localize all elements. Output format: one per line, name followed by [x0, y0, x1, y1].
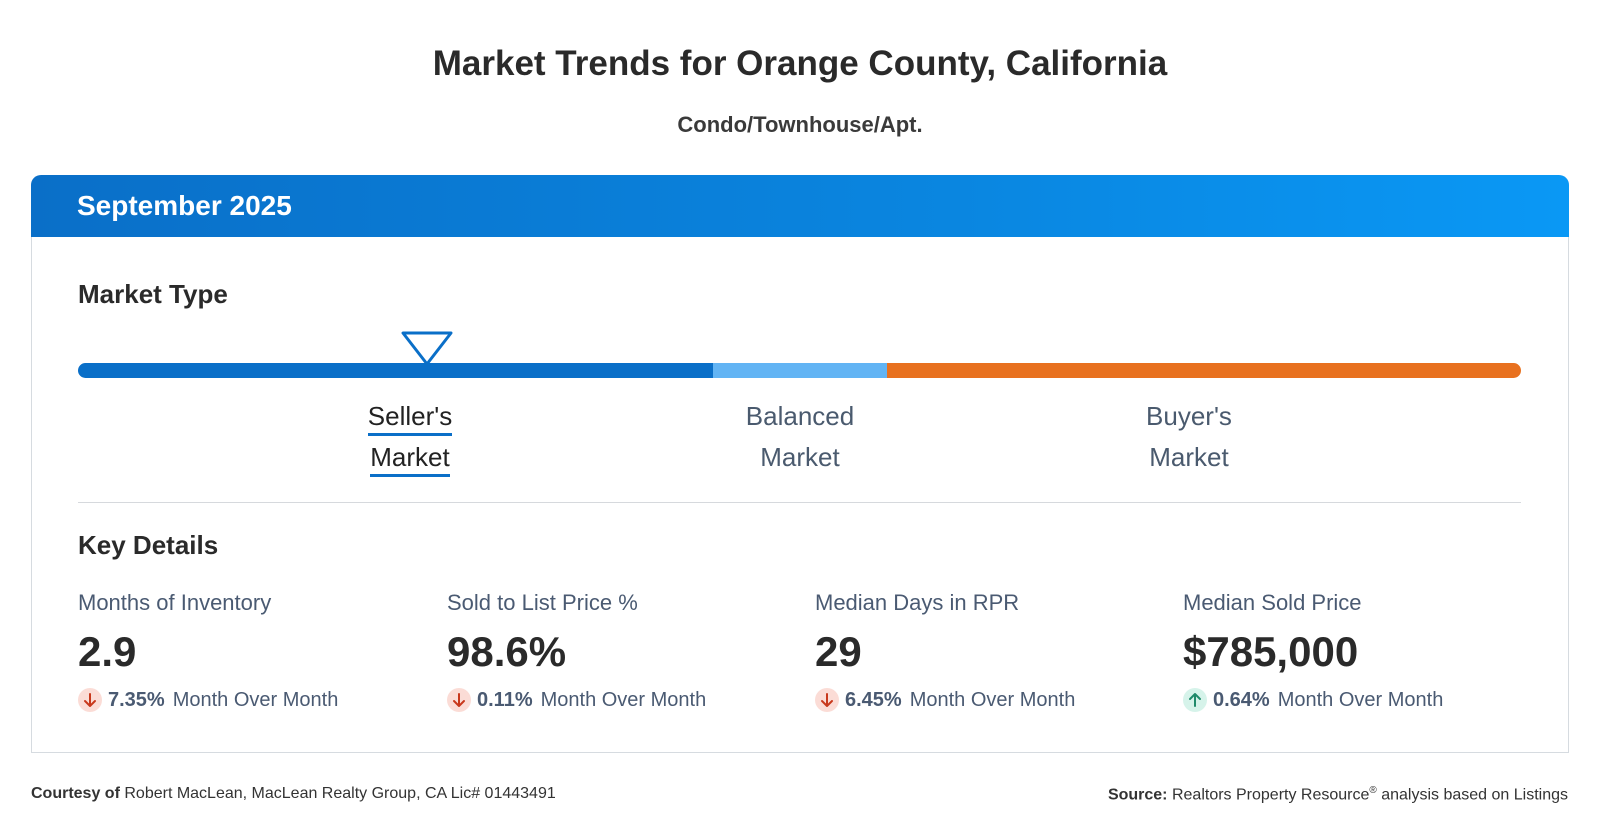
metric-value: 2.9: [78, 628, 137, 675]
change-label: Month Over Month: [1277, 688, 1444, 711]
change-value: 0.64%: [1213, 688, 1270, 711]
title: Market Trends for Orange County, Califor…: [432, 44, 1168, 83]
arrow-icon: [815, 688, 839, 712]
metric-change: 7.35% Month Over Month: [78, 688, 338, 712]
seller-segment: [78, 363, 713, 378]
change-label: Month Over Month: [909, 688, 1076, 711]
arrow-icon: [78, 688, 102, 712]
arrow-icon: [447, 688, 471, 712]
change-value: 6.45%: [845, 688, 902, 711]
change-icon: [447, 688, 471, 712]
change-icon: [78, 688, 102, 712]
source: Source: Realtors Property Resource® anal…: [1108, 785, 1568, 804]
metric-label: Sold to List Price %: [447, 590, 638, 615]
metric-change: 6.45% Month Over Month: [815, 688, 1075, 712]
balanced-segment: [713, 363, 887, 378]
source-rest: analysis based on Listings: [1381, 786, 1568, 804]
market-option: Buyer's Market: [1109, 396, 1269, 478]
change-value: 0.11%: [477, 688, 533, 711]
courtesy-label: Courtesy of: [31, 785, 120, 802]
change-label: Month Over Month: [172, 688, 339, 711]
change-label: Month Over Month: [540, 688, 707, 711]
source-sup: ®: [1369, 785, 1377, 796]
subtitle: Condo/Townhouse/Apt.: [677, 112, 923, 137]
metric-label: Median Sold Price: [1183, 590, 1362, 615]
buyer-segment: [887, 363, 1521, 378]
metric-change: 0.11% Month Over Month: [447, 688, 706, 712]
arrow-icon: [1183, 688, 1207, 712]
section-heading: Market Type: [78, 279, 228, 309]
market-option-label: Balanced Market: [745, 401, 855, 472]
separator: [78, 502, 1521, 503]
market-scale: [78, 363, 1521, 378]
source-text: Realtors Property Resource: [1171, 786, 1370, 804]
market-option-label: Seller's Market: [367, 401, 453, 477]
section-heading: Key Details: [78, 530, 219, 560]
metric-value: 29: [815, 628, 862, 675]
metric-change: 0.64% Month Over Month: [1183, 688, 1443, 712]
market-option: Seller's Market: [330, 396, 490, 478]
card: [31, 175, 1569, 753]
market-option: Balanced Market: [720, 396, 880, 478]
courtesy: Courtesy of Robert MacLean, MacLean Real…: [31, 785, 556, 803]
change-value: 7.35%: [108, 688, 165, 711]
change-icon: [815, 688, 839, 712]
metric-label: Median Days in RPR: [815, 590, 1020, 615]
metric-value: $785,000: [1183, 628, 1359, 675]
source-label: Source:: [1107, 786, 1168, 804]
metric-value: 98.6%: [447, 628, 567, 675]
market-marker: [401, 331, 453, 366]
metric-label: Months of Inventory: [78, 590, 272, 615]
market-option-label: Buyer's Market: [1146, 401, 1232, 472]
card-header: [31, 175, 1569, 237]
courtesy-text: Robert MacLean, MacLean Realty Group, CA…: [124, 785, 556, 802]
period: September 2025: [77, 190, 292, 221]
change-icon: [1183, 688, 1207, 712]
